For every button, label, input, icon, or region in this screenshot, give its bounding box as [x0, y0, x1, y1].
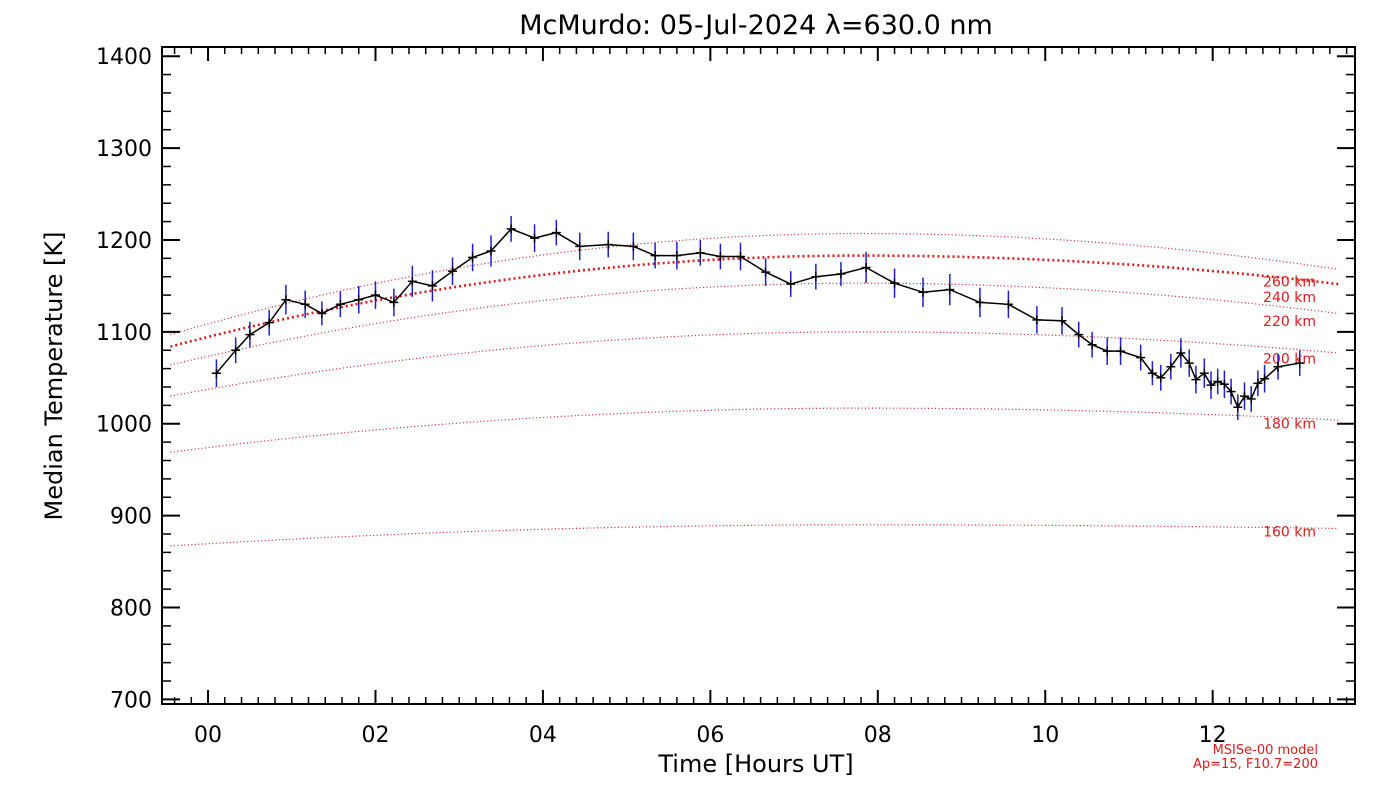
- data-point: [1136, 344, 1146, 371]
- data-point: [1226, 378, 1236, 405]
- data-point: [736, 242, 746, 271]
- data-point: [370, 281, 380, 309]
- x-tick-label: 06: [696, 723, 724, 748]
- data-point: [1219, 370, 1229, 399]
- y-axis-title: Median Temperature [K]: [40, 231, 68, 520]
- data-line: [215, 228, 1300, 409]
- y-tick-label: 1100: [96, 321, 152, 346]
- data-point: [389, 288, 399, 317]
- data-point: [281, 284, 291, 315]
- data-point: [1074, 321, 1084, 348]
- data-point: [245, 321, 255, 348]
- y-tick-label: 1000: [96, 413, 152, 438]
- data-point: [1253, 370, 1263, 397]
- x-tick-label: 02: [361, 723, 389, 748]
- y-tick-label: 1300: [96, 137, 152, 162]
- x-axis-title: Time [Hours UT]: [657, 750, 853, 778]
- x-tick-label: 04: [529, 723, 557, 748]
- model-curve-label: 220 km: [1263, 314, 1316, 330]
- model-curve: [170, 254, 1339, 348]
- data-point: [1156, 364, 1166, 391]
- data-point: [1273, 353, 1283, 380]
- y-tick-label: 800: [110, 597, 152, 622]
- data-point: [1246, 386, 1256, 412]
- data-point: [786, 271, 796, 297]
- data-point: [1213, 368, 1223, 395]
- data-point: [975, 287, 985, 318]
- x-tick-label: 08: [864, 723, 892, 748]
- data-point: [486, 235, 496, 267]
- data-point: [672, 241, 682, 270]
- data-point: [1184, 349, 1194, 377]
- model-curve: [170, 282, 1339, 366]
- y-tick-label: 1200: [96, 229, 152, 254]
- data-series: [211, 216, 1305, 421]
- data-point: [264, 309, 274, 336]
- model-curve: [170, 331, 1339, 397]
- data-point: [1003, 290, 1013, 319]
- data-point: [1295, 350, 1305, 376]
- model-curve-label: 260 km: [1263, 274, 1316, 290]
- data-point: [1239, 382, 1249, 410]
- data-point: [211, 359, 221, 387]
- data-point: [918, 277, 928, 308]
- data-point: [695, 239, 705, 266]
- data-point: [231, 337, 241, 364]
- model-note-model: MSISe-00 model: [1213, 743, 1318, 758]
- x-tick-label: 00: [194, 723, 222, 748]
- model-curve: [170, 232, 1339, 336]
- model-curve: [170, 407, 1339, 453]
- data-point: [300, 290, 310, 319]
- data-point: [1260, 364, 1270, 393]
- data-point: [506, 216, 516, 242]
- model-curve: [170, 524, 1339, 547]
- model-curve-label: 180 km: [1263, 417, 1316, 433]
- data-point: [448, 257, 458, 285]
- data-point: [575, 232, 585, 261]
- data-point: [1233, 394, 1243, 421]
- data-point: [628, 232, 638, 261]
- data-point: [1147, 361, 1157, 386]
- data-point: [1087, 331, 1097, 358]
- data-point: [650, 242, 660, 269]
- data-point: [1191, 365, 1201, 394]
- data-point: [1166, 353, 1176, 380]
- model-curve-label: 240 km: [1263, 290, 1316, 306]
- x-tick-label: 12: [1199, 723, 1227, 748]
- data-point: [551, 219, 561, 246]
- x-tick-label: 10: [1031, 723, 1059, 748]
- data-point: [530, 224, 540, 252]
- data-point: [811, 263, 821, 290]
- y-tick-label: 1400: [96, 45, 152, 70]
- data-point: [1199, 358, 1209, 388]
- data-point: [945, 273, 955, 306]
- model-note-params: Ap=15, F10.7=200: [1193, 757, 1318, 772]
- chart-title: McMurdo: 05-Jul-2024 λ=630.0 nm: [519, 10, 993, 41]
- data-point: [407, 265, 417, 297]
- data-point: [1057, 307, 1067, 335]
- data-point: [761, 258, 771, 286]
- y-tick-label: 700: [110, 688, 152, 713]
- data-point: [1032, 306, 1042, 334]
- axis-ticks: 00 02 04 06 08 10 12 700 800 900 1000 1100 1200 1300 1…: [96, 45, 1355, 748]
- model-curve-label: 160 km: [1263, 524, 1316, 540]
- data-point: [603, 231, 613, 258]
- data-point: [1102, 337, 1112, 365]
- data-point: [468, 243, 478, 272]
- data-point: [861, 251, 871, 284]
- data-point: [354, 285, 364, 314]
- y-tick-label: 900: [110, 505, 152, 530]
- data-point: [890, 268, 900, 298]
- data-point: [427, 270, 437, 302]
- data-point: [1116, 337, 1126, 365]
- data-point: [335, 291, 345, 318]
- data-point: [1206, 371, 1216, 399]
- data-point: [715, 243, 725, 270]
- data-point: [317, 301, 327, 326]
- plot-frame: [161, 46, 1356, 705]
- data-point: [1176, 338, 1186, 368]
- data-point: [836, 262, 846, 286]
